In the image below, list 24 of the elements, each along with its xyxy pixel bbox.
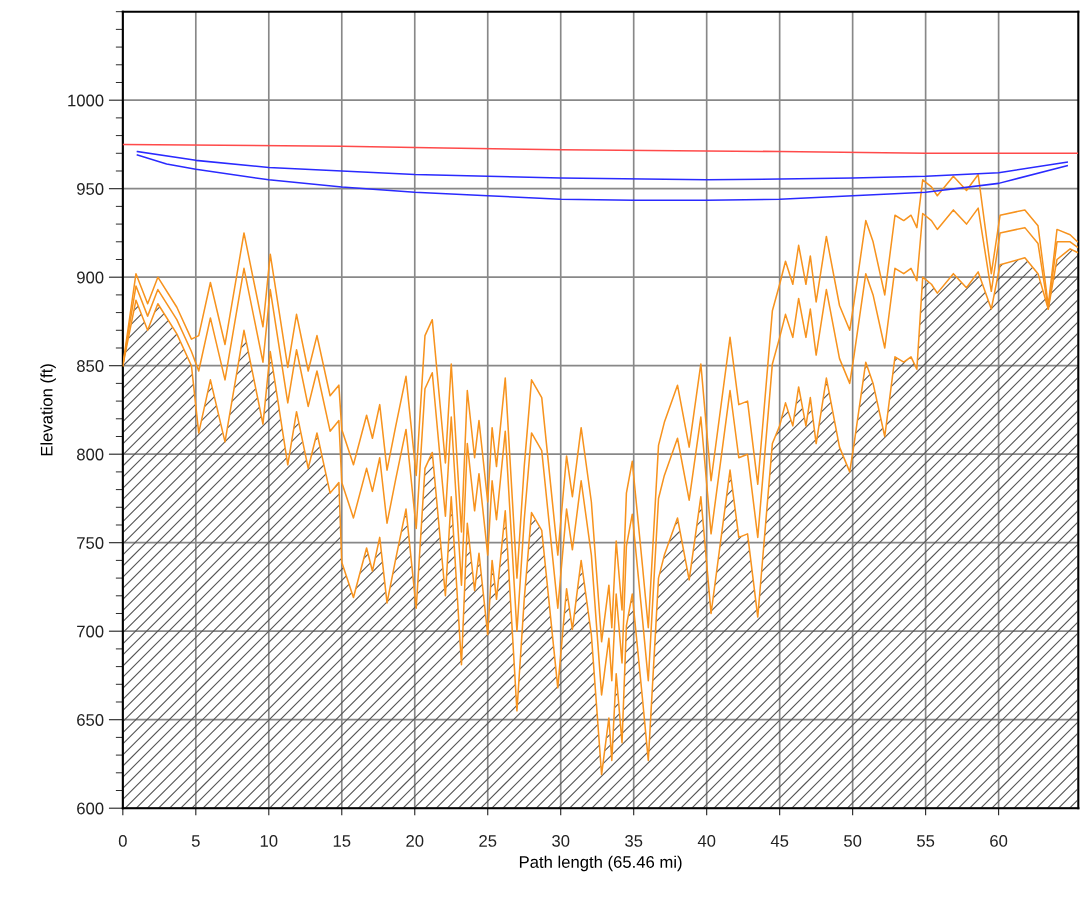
x-tick-label: 25 <box>479 835 497 847</box>
x-axis-title: Path length (65.46 mi) <box>519 855 682 872</box>
x-tick-label: 40 <box>697 835 716 847</box>
x-tick-label: 35 <box>625 835 643 847</box>
x-tick-label: 45 <box>770 835 789 847</box>
x-tick-label: 30 <box>552 835 570 847</box>
x-tick-label: 55 <box>917 835 935 847</box>
y-tick-label: 1000 <box>68 94 104 107</box>
x-tick-label: 15 <box>333 835 351 847</box>
x-tick-label: 20 <box>406 835 424 847</box>
y-tick-label: 850 <box>77 360 104 372</box>
y-tick-label: 600 <box>77 802 104 815</box>
y-tick-label: 900 <box>77 271 104 284</box>
y-tick-label: 700 <box>77 625 104 638</box>
x-tick-label: 10 <box>260 835 278 847</box>
x-tick-label: 0 <box>118 835 127 847</box>
x-tick-label: 60 <box>990 835 1008 847</box>
y-tick-label: 950 <box>77 183 104 195</box>
x-tick-label: 5 <box>191 835 200 847</box>
y-tick-label: 650 <box>77 714 104 726</box>
y-tick-label: 800 <box>77 448 104 461</box>
x-tick-label: 50 <box>844 835 862 847</box>
y-axis-title: Elevation (ft) <box>40 364 56 456</box>
y-tick-label: 750 <box>77 537 104 549</box>
